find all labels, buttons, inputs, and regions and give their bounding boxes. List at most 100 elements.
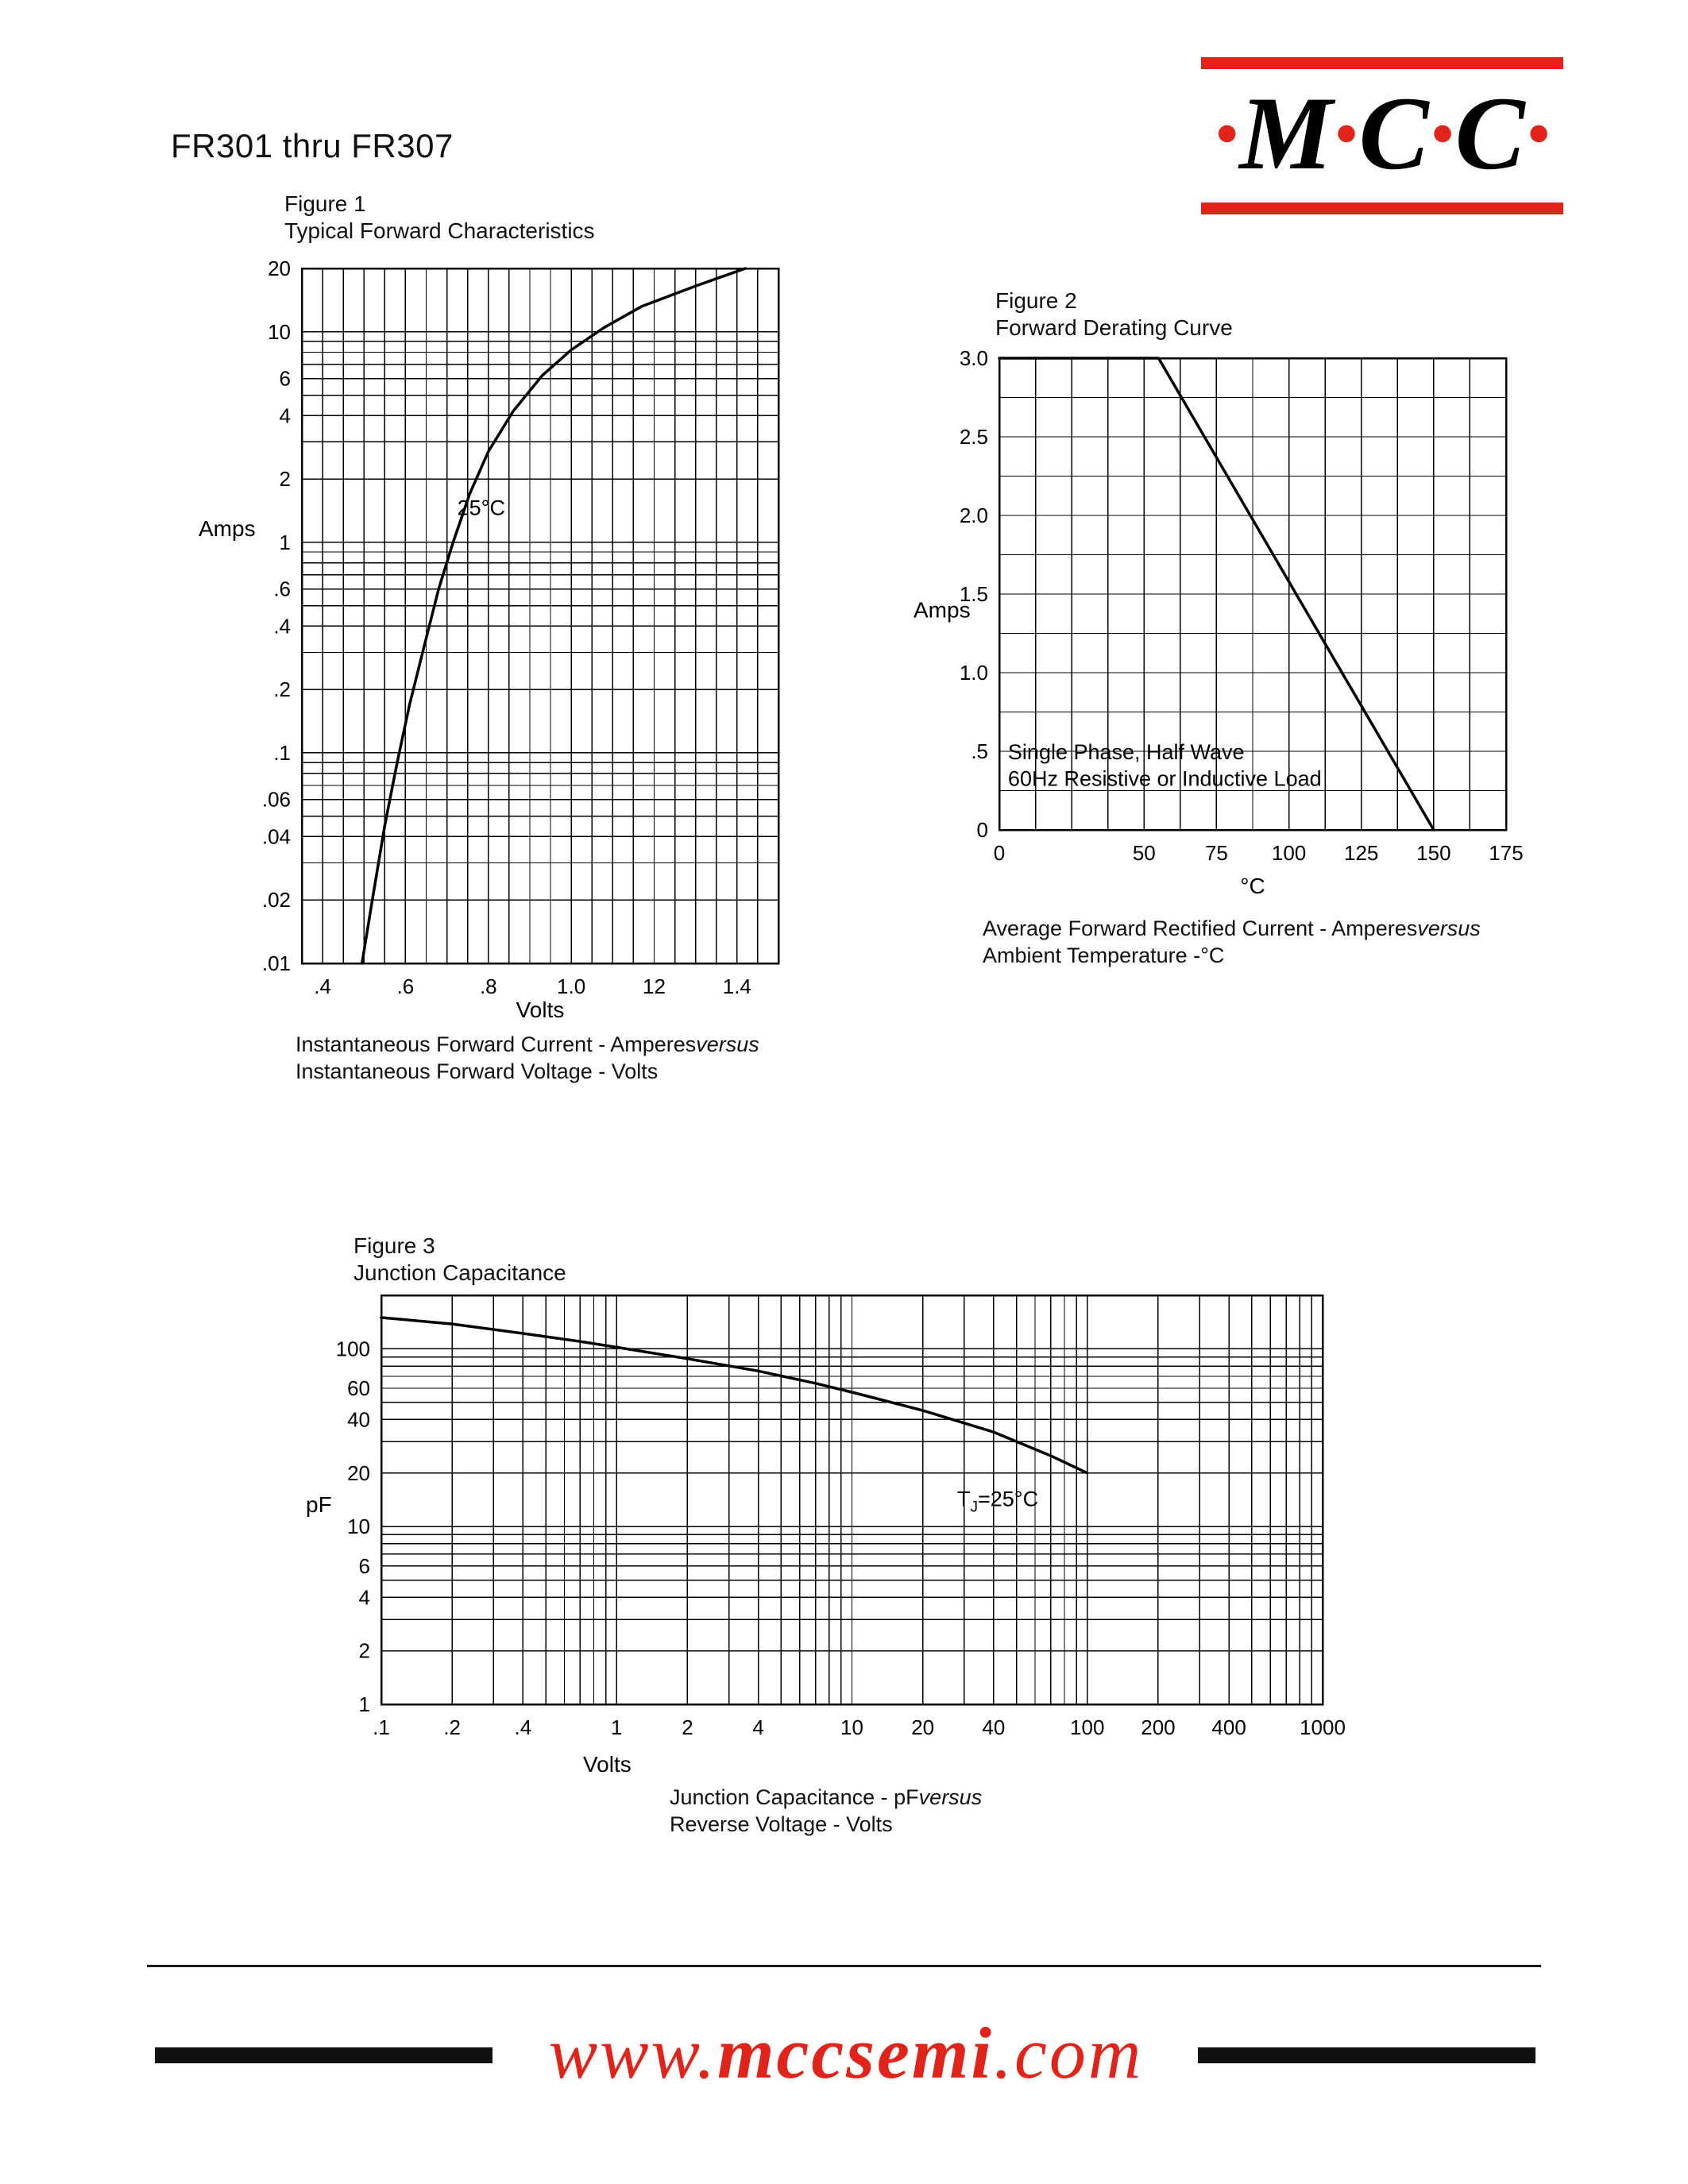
- footer-right-bar: [1198, 2047, 1535, 2063]
- svg-text:20: 20: [268, 257, 291, 280]
- svg-text:10: 10: [840, 1715, 863, 1739]
- figure3-plot: .1 .2 .4 1 2 4 10 20 40 100 200 400 1000 100 60 40 20 10 6…: [306, 1294, 1346, 1777]
- figure1-title: Figure 1 Typical Forward Characteristics: [284, 191, 595, 245]
- svg-text:2: 2: [280, 467, 291, 491]
- svg-text:1: 1: [359, 1692, 370, 1716]
- figure2-plot: 0 50 75 100 125 150 175 3.0 2.5 2.0 1.5 1.0 .5 0 °C Amp…: [914, 346, 1524, 898]
- svg-text:75: 75: [1205, 841, 1228, 865]
- svg-text:.6: .6: [397, 974, 415, 998]
- svg-text:10: 10: [268, 320, 291, 344]
- url-suffix: .com: [993, 2012, 1144, 2093]
- svg-text:.1: .1: [273, 741, 291, 765]
- figure1-caption-versus: versus: [696, 1032, 759, 1056]
- figure2-title-line: Figure 2: [995, 288, 1077, 313]
- svg-text:.4: .4: [515, 1715, 532, 1739]
- svg-text:125: 125: [1344, 841, 1378, 865]
- figure1-title-line: Figure 1: [284, 191, 366, 216]
- figure2-caption: Average Forward Rectified Current - Ampe…: [983, 915, 1481, 969]
- svg-text:20: 20: [347, 1461, 370, 1485]
- svg-text:100: 100: [336, 1337, 370, 1360]
- figure1-caption: Instantaneous Forward Current - Amperesv…: [295, 1031, 759, 1085]
- svg-text:50: 50: [1133, 841, 1156, 865]
- svg-text:1.0: 1.0: [557, 974, 585, 998]
- website-url: www.mccsemi.com: [489, 2016, 1203, 2091]
- svg-text:12: 12: [643, 974, 666, 998]
- figure3-caption-text: Junction Capacitance - pF: [670, 1785, 919, 1809]
- svg-text:.4: .4: [314, 974, 331, 998]
- figure3-subtitle: Junction Capacitance: [353, 1260, 566, 1285]
- figure2-caption-line1: Average Forward Rectified Current - Ampe…: [983, 915, 1481, 942]
- svg-text:10: 10: [347, 1515, 370, 1538]
- svg-text:0: 0: [994, 841, 1005, 865]
- svg-text:3.0: 3.0: [960, 346, 988, 370]
- figure3-caption-versus: versus: [918, 1785, 983, 1809]
- svg-text:400: 400: [1211, 1715, 1246, 1739]
- svg-text:175: 175: [1489, 841, 1523, 865]
- figure1-plot: .4 .6 .8 1.0 12 1.4 20 10 6 4 2 1 .6 .4 .2 .1 .06 .04 .02.…: [199, 257, 780, 1022]
- figure3-title: Figure 3 Junction Capacitance: [353, 1233, 566, 1287]
- svg-text:1000: 1000: [1300, 1715, 1346, 1739]
- svg-text:25°C: 25°C: [458, 496, 505, 519]
- svg-text:.1: .1: [373, 1715, 390, 1739]
- svg-text:.8: .8: [480, 974, 497, 998]
- figure3-caption: Junction Capacitance - pFversus Reverse …: [670, 1784, 982, 1838]
- svg-text:100: 100: [1272, 841, 1306, 865]
- svg-text:Amps: Amps: [199, 516, 256, 541]
- svg-text:.5: .5: [971, 739, 988, 763]
- svg-text:1.0: 1.0: [960, 661, 988, 685]
- figure2-subtitle: Forward Derating Curve: [995, 315, 1233, 340]
- svg-text:0: 0: [977, 818, 988, 842]
- figure3-title-line: Figure 3: [353, 1233, 435, 1258]
- url-prefix: www.: [548, 2012, 717, 2093]
- figure3-caption-line2: Reverse Voltage - Volts: [670, 1812, 893, 1836]
- svg-text:40: 40: [982, 1715, 1005, 1739]
- svg-text:2.5: 2.5: [960, 425, 988, 449]
- part-number-title: FR301 thru FR307: [171, 127, 454, 164]
- svg-text:60: 60: [347, 1376, 370, 1400]
- figure1-caption-text: Instantaneous Forward Current - Amperes: [295, 1032, 697, 1056]
- svg-text:2: 2: [682, 1715, 693, 1739]
- svg-text:Amps: Amps: [914, 598, 971, 623]
- figure2-caption-versus: versus: [1417, 916, 1481, 940]
- svg-text:40: 40: [347, 1407, 370, 1431]
- svg-text:.4: .4: [273, 614, 291, 638]
- svg-text:1: 1: [611, 1715, 622, 1739]
- footer-divider: [147, 1965, 1541, 1967]
- svg-text:.06: .06: [262, 788, 291, 812]
- svg-text:200: 200: [1141, 1715, 1175, 1739]
- svg-text:Single Phase, Half Wave: Single Phase, Half Wave: [1008, 740, 1245, 764]
- url-name: mccsemi: [717, 2012, 994, 2093]
- svg-text:6: 6: [280, 367, 291, 391]
- footer-left-bar: [155, 2047, 492, 2063]
- svg-text:Volts: Volts: [516, 997, 565, 1022]
- svg-text:4: 4: [280, 403, 291, 427]
- svg-text:100: 100: [1070, 1715, 1104, 1739]
- svg-text:1.5: 1.5: [960, 582, 988, 606]
- svg-text:60Hz Resistive or Inductive Lo: 60Hz Resistive or Inductive Load: [1008, 767, 1322, 791]
- svg-text:.04: .04: [262, 824, 291, 848]
- figure3-caption-line1: Junction Capacitance - pFversus: [670, 1784, 982, 1811]
- svg-text:.2: .2: [273, 677, 291, 701]
- svg-text:°C: °C: [1240, 874, 1265, 898]
- logo-bottom-bar: [1201, 203, 1563, 214]
- figure1-caption-line1: Instantaneous Forward Current - Amperesv…: [295, 1031, 759, 1058]
- logo-top-bar: [1201, 57, 1563, 69]
- svg-text:TJ=25°C: TJ=25°C: [957, 1488, 1038, 1516]
- svg-text:2: 2: [359, 1639, 370, 1663]
- svg-text:150: 150: [1416, 841, 1450, 865]
- figure1-caption-line2: Instantaneous Forward Voltage - Volts: [295, 1059, 659, 1083]
- figure1-subtitle: Typical Forward Characteristics: [284, 218, 595, 243]
- figure2-caption-text: Average Forward Rectified Current - Ampe…: [983, 916, 1418, 940]
- svg-text:1: 1: [280, 531, 291, 554]
- svg-text:pF: pF: [306, 1492, 332, 1517]
- figure2-title: Figure 2 Forward Derating Curve: [995, 287, 1233, 341]
- mcc-logo: ·M·C·C·: [1213, 75, 1551, 191]
- svg-text:1.4: 1.4: [723, 974, 751, 998]
- svg-text:4: 4: [752, 1715, 763, 1739]
- svg-text:4: 4: [359, 1585, 370, 1609]
- svg-text:.02: .02: [262, 888, 291, 912]
- svg-text:6: 6: [359, 1554, 370, 1578]
- svg-text:Volts: Volts: [583, 1752, 632, 1777]
- svg-text:.6: .6: [273, 577, 291, 601]
